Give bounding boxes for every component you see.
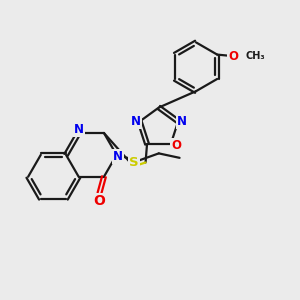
Text: N: N — [177, 115, 187, 128]
Text: O: O — [94, 194, 105, 208]
Text: O: O — [171, 139, 181, 152]
Text: N: N — [113, 150, 123, 163]
Text: O: O — [228, 50, 238, 63]
Text: N: N — [74, 123, 84, 136]
Text: S: S — [129, 156, 139, 169]
Text: N: N — [131, 115, 141, 128]
Text: CH₃: CH₃ — [245, 51, 265, 61]
